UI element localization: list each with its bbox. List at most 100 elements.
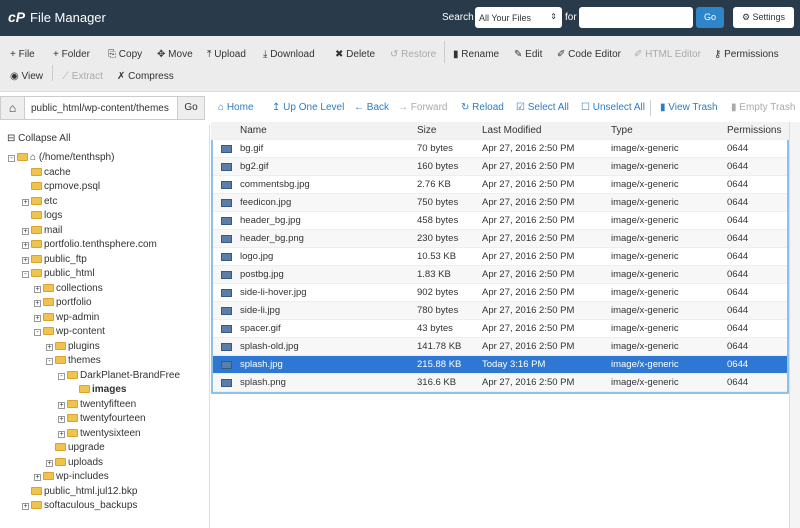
- expand-toggle-icon[interactable]: +: [22, 242, 29, 249]
- nav-up-one-level-button[interactable]: ↥ Up One Level: [272, 102, 344, 113]
- tree-item-softaculous-backups[interactable]: + softaculous_backups: [22, 499, 137, 513]
- table-row[interactable]: postbg.jpg 1.83 KB Apr 27, 2016 2:50 PM ima…: [213, 266, 787, 284]
- rename-icon: ▮: [453, 49, 459, 60]
- nav-view-trash-button[interactable]: ▮ View Trash: [660, 102, 718, 113]
- toolbar-delete-button[interactable]: ✖ Delete: [335, 49, 375, 60]
- table-row[interactable]: side-li.jpg 780 bytes Apr 27, 2016 2:50 PM…: [213, 302, 787, 320]
- column-header-type[interactable]: Type: [611, 125, 633, 136]
- toolbar-upload-button[interactable]: ⤒ Upload: [207, 49, 246, 60]
- tree-item-portfolio-tenthsphere-com[interactable]: + portfolio.tenthsphere.com: [22, 238, 157, 252]
- nav-label: Up One Level: [283, 102, 345, 113]
- column-header-permissions[interactable]: Permissions: [727, 125, 782, 136]
- table-row[interactable]: splash.png 316.6 KB Apr 27, 2016 2:50 PM im…: [213, 374, 787, 392]
- table-row[interactable]: spacer.gif 43 bytes Apr 27, 2016 2:50 PM im…: [213, 320, 787, 338]
- expand-toggle-icon[interactable]: +: [22, 227, 29, 235]
- search-scope-select[interactable]: All Your Files ⇕: [475, 7, 562, 28]
- toolbar-copy-button[interactable]: ⎘ Copy: [108, 49, 142, 60]
- table-row[interactable]: bg.gif 70 bytes Apr 27, 2016 2:50 PM image/…: [213, 140, 787, 158]
- tree-item-plugins[interactable]: + plugins: [46, 340, 100, 354]
- nav-back-button[interactable]: ← Back: [354, 102, 389, 113]
- tree-item-cache[interactable]: cache: [22, 166, 71, 180]
- nav-select-all-button[interactable]: ☑ Select All: [516, 102, 569, 113]
- collapse-toggle-icon[interactable]: -: [46, 358, 53, 365]
- tree-item-mail[interactable]: + mail: [22, 224, 62, 238]
- path-input[interactable]: public_html/wp-content/themes: [24, 96, 178, 120]
- expand-toggle-icon[interactable]: +: [46, 459, 53, 467]
- table-row[interactable]: bg2.gif 160 bytes Apr 27, 2016 2:50 PM imag…: [213, 158, 787, 176]
- toolbar-permissions-button[interactable]: ⚷ Permissions: [714, 49, 779, 60]
- toolbar-download-button[interactable]: ⤓ Download: [263, 49, 315, 60]
- toolbar-code-editor-button[interactable]: ✐ Code Editor: [557, 49, 621, 60]
- tree-item-images[interactable]: images: [70, 383, 126, 397]
- tree-item-cpmove-psql[interactable]: cpmove.psql: [22, 180, 100, 194]
- tree-item-logs[interactable]: logs: [22, 209, 62, 223]
- search-go-button[interactable]: Go: [696, 7, 724, 28]
- expand-toggle-icon[interactable]: +: [58, 416, 65, 423]
- tree-item-twentyfourteen[interactable]: + twentyfourteen: [58, 412, 146, 426]
- expand-toggle-icon[interactable]: +: [58, 430, 65, 438]
- column-header-size[interactable]: Size: [417, 125, 437, 136]
- table-row[interactable]: logo.jpg 10.53 KB Apr 27, 2016 2:50 PM imag…: [213, 248, 787, 266]
- table-row[interactable]: side-li-hover.jpg 902 bytes Apr 27, 2016 2…: [213, 284, 787, 302]
- nav-reload-button[interactable]: ↻ Reload: [461, 102, 504, 113]
- toolbar-move-button[interactable]: ✥ Move: [157, 49, 193, 60]
- nav-home-button[interactable]: ⌂ Home: [218, 102, 254, 113]
- tree-item-upgrade[interactable]: upgrade: [46, 441, 105, 455]
- table-row[interactable]: splash-old.jpg 141.78 KB Apr 27, 2016 2:50…: [213, 338, 787, 356]
- toolbar-file-button[interactable]: + File: [10, 49, 35, 60]
- tree-item-public-html[interactable]: - public_html: [22, 267, 95, 281]
- tree-item-twentysixteen[interactable]: + twentysixteen: [58, 427, 141, 441]
- expand-toggle-icon[interactable]: +: [22, 198, 29, 206]
- collapse-toggle-icon[interactable]: -: [34, 329, 41, 336]
- expand-toggle-icon[interactable]: +: [34, 314, 41, 322]
- cpanel-logo: cP: [8, 9, 26, 25]
- table-row[interactable]: header_bg.png 230 bytes Apr 27, 2016 2:50 …: [213, 230, 787, 248]
- table-row[interactable]: commentsbg.jpg 2.76 KB Apr 27, 2016 2:50 P…: [213, 176, 787, 194]
- tree-item-public-ftp[interactable]: + public_ftp: [22, 253, 87, 267]
- column-header-name[interactable]: Name: [240, 125, 267, 136]
- tree-item-uploads[interactable]: + uploads: [46, 456, 103, 470]
- tree-item-collections[interactable]: + collections: [34, 282, 103, 296]
- tree-item-wp-includes[interactable]: + wp-includes: [34, 470, 109, 484]
- expand-toggle-icon[interactable]: +: [22, 256, 29, 264]
- tree-item-twentyfifteen[interactable]: + twentyfifteen: [58, 398, 136, 412]
- table-row[interactable]: splash.jpg 215.88 KB Today 3:16 PM image/x-…: [213, 356, 787, 374]
- toolbar-view-button[interactable]: ◉ View: [10, 71, 43, 82]
- expand-toggle-icon[interactable]: +: [34, 285, 41, 293]
- tree-item--home-tenthsph-[interactable]: - ⌂ (/home/tenthsph): [8, 151, 114, 165]
- nav-unselect-all-button[interactable]: ☐ Unselect All: [581, 102, 645, 113]
- expand-toggle-icon[interactable]: +: [58, 401, 65, 409]
- path-go-button[interactable]: Go: [177, 96, 205, 120]
- scrollbar[interactable]: [789, 122, 800, 528]
- collapse-all-button[interactable]: ⊟ Collapse All: [7, 132, 70, 146]
- tree-item-public-html-jul12-bkp[interactable]: public_html.jul12.bkp: [22, 485, 137, 499]
- tree-item-wp-content[interactable]: - wp-content: [34, 325, 105, 339]
- expand-toggle-icon[interactable]: +: [22, 503, 29, 510]
- collapse-toggle-icon[interactable]: -: [22, 271, 29, 278]
- toolbar-folder-button[interactable]: + Folder: [53, 49, 90, 60]
- collapse-toggle-icon[interactable]: -: [58, 372, 65, 380]
- search-input[interactable]: [579, 7, 693, 28]
- settings-button[interactable]: ⚙ Settings: [733, 7, 794, 28]
- toolbar-label: File: [18, 49, 35, 60]
- file-name: splash.png: [240, 377, 286, 388]
- tree-item-darkplanet-brandfree[interactable]: - DarkPlanet-BrandFree: [58, 369, 180, 383]
- toolbar-rename-button[interactable]: ▮ Rename: [453, 49, 499, 60]
- table-row[interactable]: feedicon.jpg 750 bytes Apr 27, 2016 2:50 P…: [213, 194, 787, 212]
- column-header-last-modified[interactable]: Last Modified: [482, 125, 542, 136]
- tree-item-themes[interactable]: - themes: [46, 354, 101, 368]
- expand-toggle-icon[interactable]: +: [46, 343, 53, 351]
- tree-item-portfolio[interactable]: + portfolio: [34, 296, 92, 310]
- collapse-toggle-icon[interactable]: -: [8, 155, 15, 162]
- key-icon: ⚷: [714, 49, 722, 60]
- toolbar-compress-button[interactable]: ✗ Compress: [117, 71, 174, 82]
- home-path-button[interactable]: ⌂: [0, 96, 25, 120]
- table-row[interactable]: header_bg.jpg 458 bytes Apr 27, 2016 2:50 …: [213, 212, 787, 230]
- tree-item-etc[interactable]: + etc: [22, 195, 57, 209]
- expand-toggle-icon[interactable]: +: [34, 300, 41, 307]
- image-file-icon: [221, 253, 232, 261]
- tree-item-wp-admin[interactable]: + wp-admin: [34, 311, 99, 325]
- file-permissions: 0644: [727, 215, 749, 226]
- expand-toggle-icon[interactable]: +: [34, 474, 41, 481]
- toolbar-edit-button[interactable]: ✎ Edit: [514, 49, 542, 60]
